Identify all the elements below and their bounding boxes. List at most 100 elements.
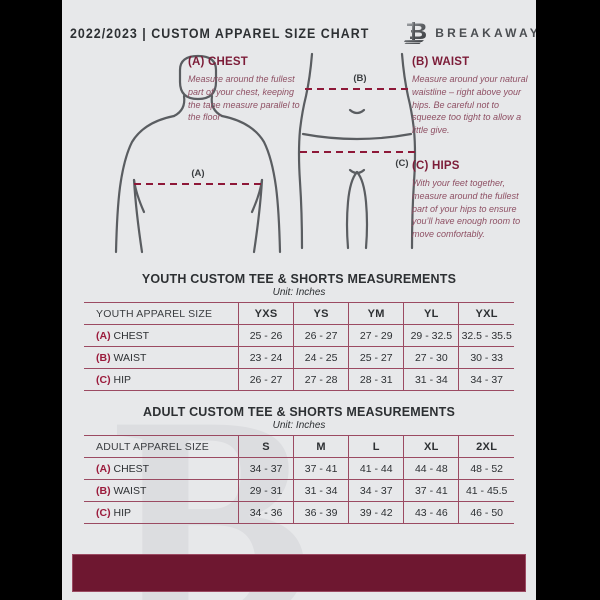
armpit-left (132, 178, 146, 214)
adult-column-header: XL (403, 435, 459, 458)
brand-lockup: BREAKAWAY (404, 21, 536, 45)
lower-right-outline (400, 52, 417, 250)
table-row: (B) WAIST 29 - 31 31 - 34 34 - 37 37 - 4… (84, 479, 514, 502)
adult-cell: 41 - 45.5 (458, 479, 514, 502)
torso-right-outline (220, 114, 282, 254)
body-figures-diagram: (A) (B) (C) (114, 52, 417, 254)
youth-table-title: YOUTH CUSTOM TEE & SHORTS MEASUREMENTS (141, 272, 457, 286)
youth-row-label: (C) HIP (84, 368, 239, 391)
content-panel: B 2022/2023 | CUSTOM APPAREL SIZE CHART (62, 0, 536, 600)
youth-cell: 25 - 26 (237, 324, 294, 347)
row-tag: (B) (96, 484, 111, 497)
inseam-left (345, 170, 359, 250)
row-name: HIP (113, 506, 132, 519)
adult-row-label: (C) HIP (84, 501, 239, 524)
youth-cell: 28 - 31 (348, 368, 404, 391)
table-row: (A) CHEST 25 - 26 26 - 27 27 - 29 29 - 3… (84, 324, 514, 347)
armpit-right (250, 178, 264, 214)
adult-header-label: ADULT APPAREL SIZE (84, 435, 239, 458)
adult-column-header: 2XL (458, 435, 514, 458)
footer-band (72, 554, 526, 592)
head-outline (178, 54, 218, 101)
adult-cell: 43 - 46 (403, 501, 459, 524)
adult-cell: 34 - 37 (348, 479, 404, 502)
row-name: HIP (113, 373, 132, 386)
youth-cell: 31 - 34 (403, 368, 459, 391)
adult-row-label: (B) WAIST (84, 479, 239, 502)
row-tag: (B) (96, 351, 111, 364)
adult-cell: 31 - 34 (293, 479, 349, 502)
brand-name: BREAKAWAY (435, 26, 536, 40)
youth-column-header: YS (293, 302, 349, 325)
hip-marker-label: (C) (395, 158, 408, 169)
youth-measurements-table: YOUTH APPAREL SIZE YXS YS YM YL YXL (A) … (84, 302, 514, 391)
callout-chest-title: (A) CHEST (188, 56, 248, 68)
hip-curve (301, 132, 413, 141)
youth-cell: 23 - 24 (237, 346, 294, 369)
youth-row-label: (B) WAIST (84, 346, 239, 369)
youth-table-unit: Unit: Inches (272, 287, 326, 298)
row-tag: (C) (96, 506, 111, 519)
youth-column-header: YM (348, 302, 404, 325)
callout-hips-title: (C) HIPS (412, 160, 460, 172)
table-row: (C) HIP 26 - 27 27 - 28 28 - 31 31 - 34 … (84, 368, 514, 391)
youth-column-header: YL (403, 302, 459, 325)
youth-cell: 26 - 27 (293, 324, 349, 347)
lower-left-outline (297, 52, 314, 250)
callout-hips-body: With your feet together, measure around … (412, 178, 521, 240)
youth-column-header: YXL (458, 302, 514, 325)
adult-table-unit: Unit: Inches (272, 420, 326, 431)
torso-left-outline (114, 114, 176, 254)
adult-cell: 34 - 37 (237, 457, 294, 480)
adult-column-header: M (293, 435, 349, 458)
youth-cell: 24 - 25 (293, 346, 349, 369)
adult-measurements-block: ADULT CUSTOM TEE & SHORTS MEASUREMENTS U… (84, 405, 514, 524)
callout-chest-body: Measure around the fullest part of your … (188, 74, 300, 123)
row-name: WAIST (113, 351, 147, 364)
adult-cell: 46 - 50 (458, 501, 514, 524)
breakaway-b-logo-icon (404, 22, 427, 44)
adult-cell: 41 - 44 (348, 457, 404, 480)
callout-waist-body: Measure around your natural waistline – … (412, 74, 528, 136)
callout-hips: (C) HIPS With your feet together, measur… (412, 160, 536, 241)
adult-cell: 39 - 42 (348, 501, 404, 524)
table-header-row: YOUTH APPAREL SIZE YXS YS YM YL YXL (84, 302, 514, 325)
adult-column-header: L (348, 435, 404, 458)
row-tag: (C) (96, 373, 111, 386)
adult-cell: 36 - 39 (293, 501, 349, 524)
youth-row-label: (A) CHEST (84, 324, 239, 347)
adult-column-header: S (237, 435, 294, 458)
adult-cell: 29 - 31 (237, 479, 294, 502)
youth-cell: 34 - 37 (458, 368, 514, 391)
table-row: (A) CHEST 34 - 37 37 - 41 41 - 44 44 - 4… (84, 457, 514, 480)
table-row: (C) HIP 34 - 36 36 - 39 39 - 42 43 - 46 … (84, 501, 514, 524)
callout-chest: (A) CHEST Measure around the fullest par… (188, 56, 306, 124)
measurement-illustration: (A) (B) (C) (A) CH (62, 52, 536, 267)
youth-cell: 27 - 28 (293, 368, 349, 391)
youth-cell: 27 - 30 (403, 346, 459, 369)
callout-waist: (B) WAIST Measure around your natural wa… (412, 56, 534, 137)
neck-left (172, 94, 186, 118)
youth-cell: 29 - 32.5 (403, 324, 459, 347)
adult-row-label: (A) CHEST (84, 457, 239, 480)
neck-right (210, 94, 224, 118)
crotch-curve (348, 168, 366, 175)
chest-marker-label: (A) (191, 168, 204, 179)
youth-column-header: YXS (237, 302, 294, 325)
adult-cell: 44 - 48 (403, 457, 459, 480)
navel-icon (348, 108, 366, 115)
adult-cell: 37 - 41 (293, 457, 349, 480)
youth-cell: 27 - 29 (348, 324, 404, 347)
table-header-row: ADULT APPAREL SIZE S M L XL 2XL (84, 435, 514, 458)
adult-cell: 34 - 36 (237, 501, 294, 524)
row-tag: (A) (96, 329, 111, 342)
youth-cell: 32.5 - 35.5 (458, 324, 514, 347)
row-name: WAIST (113, 484, 147, 497)
row-name: CHEST (113, 462, 150, 475)
youth-cell: 30 - 33 (458, 346, 514, 369)
youth-cell: 26 - 27 (237, 368, 294, 391)
waist-marker-label: (B) (353, 73, 366, 84)
page-title: 2022/2023 | CUSTOM APPAREL SIZE CHART (69, 25, 370, 41)
youth-header-label: YOUTH APPAREL SIZE (84, 302, 239, 325)
